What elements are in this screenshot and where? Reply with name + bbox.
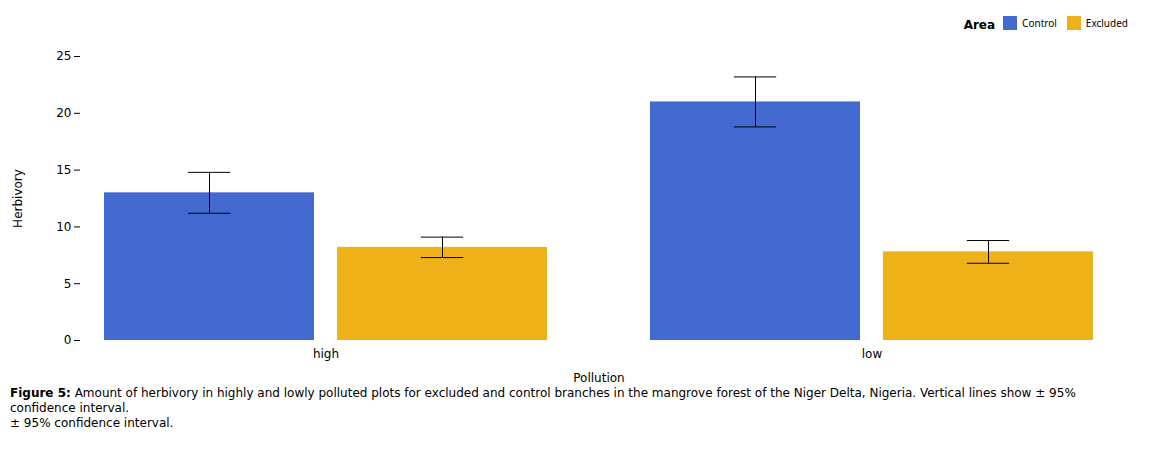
svg-text:20: 20 bbox=[56, 106, 71, 120]
svg-text:15: 15 bbox=[56, 163, 71, 177]
html-text:Area: Area bbox=[963, 18, 996, 32]
svg-text:low: low bbox=[862, 347, 883, 361]
html-text:Control: Control bbox=[1022, 15, 1057, 30]
html-text:Figure 5: Amount of herbivory: Figure 5: Amount of herbivory in highly … bbox=[10, 386, 1080, 415]
html-text:Excluded: Excluded bbox=[1085, 15, 1128, 30]
svg-text:10: 10 bbox=[56, 220, 71, 234]
svg-text:5: 5 bbox=[64, 277, 72, 291]
svg-text:high: high bbox=[313, 347, 339, 361]
svg-text:Herbivory: Herbivory bbox=[11, 169, 25, 228]
html-text:± 95% confidence interval.: ± 95% confidence interval. bbox=[10, 416, 174, 430]
svg-text:0: 0 bbox=[64, 333, 72, 347]
svg-text:Pollution: Pollution bbox=[573, 371, 624, 385]
svg-text:25: 25 bbox=[56, 49, 71, 63]
